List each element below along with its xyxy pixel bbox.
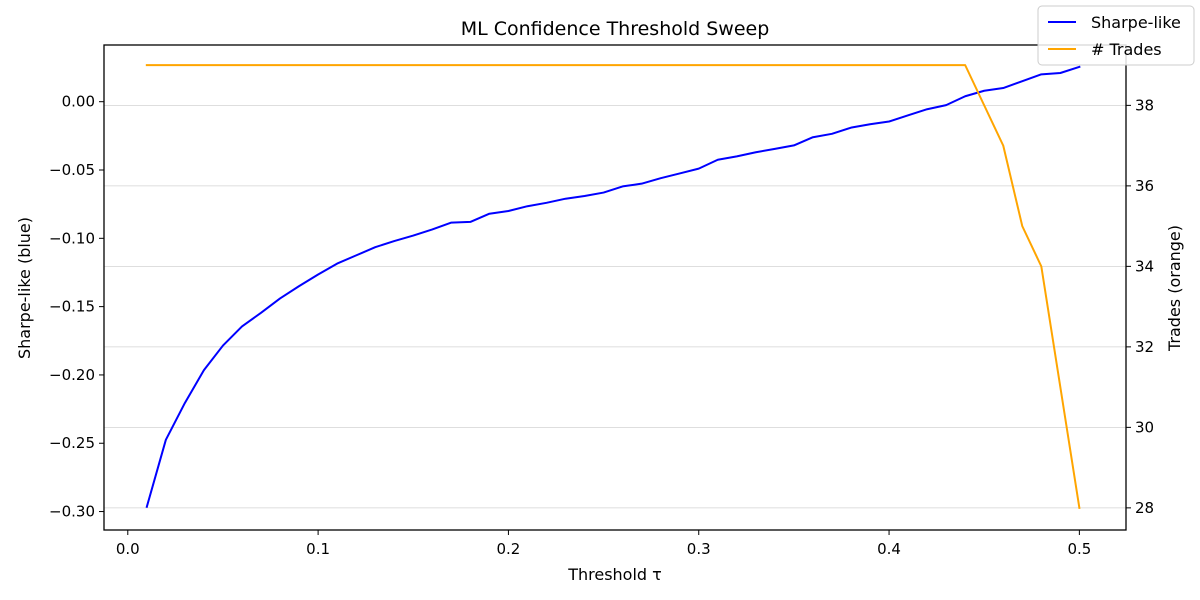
y-left-axis-title: Sharpe-like (blue): [15, 217, 34, 359]
y-right-axis-ticks: 28 30 32 34 36 38: [1126, 96, 1154, 517]
y-left-tick-label: 0.00: [62, 93, 95, 111]
y-left-tick-label: −0.05: [49, 161, 95, 179]
x-tick-label: 0.4: [877, 540, 901, 558]
x-axis-ticks: 0.0 0.1 0.2 0.3 0.4 0.5: [116, 530, 1091, 558]
plot-frame: [103, 44, 1127, 531]
x-axis-title: Threshold τ: [567, 565, 662, 584]
y-left-tick-label: −0.30: [49, 503, 95, 521]
series-line-trades: [145, 64, 1081, 510]
chart-title: ML Confidence Threshold Sweep: [461, 18, 770, 40]
x-tick-label: 0.3: [687, 540, 711, 558]
legend-label-trades: # Trades: [1091, 40, 1162, 59]
legend: Sharpe-like # Trades: [1037, 5, 1195, 66]
x-tick-label: 0.0: [116, 540, 140, 558]
y-left-tick-label: −0.10: [49, 229, 95, 247]
y-left-tick-label: −0.25: [49, 434, 95, 452]
series-lines: [145, 64, 1081, 510]
x-tick-label: 0.5: [1067, 540, 1091, 558]
y-left-tick-label: −0.20: [49, 366, 95, 384]
legend-label-sharpe: Sharpe-like: [1091, 13, 1181, 32]
grid-lines: [104, 104, 1126, 509]
x-tick-label: 0.2: [496, 540, 520, 558]
y-right-axis-title: Trades (orange): [1165, 225, 1184, 352]
y-right-tick-label: 34: [1135, 257, 1154, 275]
y-right-tick-label: 30: [1135, 418, 1154, 436]
y-right-tick-label: 28: [1135, 499, 1154, 517]
x-tick-label: 0.1: [306, 540, 330, 558]
y-left-tick-label: −0.15: [49, 298, 95, 316]
legend-frame: [1037, 5, 1195, 66]
series-line-sharpe: [145, 65, 1081, 509]
y-right-tick-label: 32: [1135, 338, 1154, 356]
y-right-tick-label: 36: [1135, 177, 1154, 195]
y-right-tick-label: 38: [1135, 96, 1154, 114]
y-left-axis-ticks: 0.00 −0.05 −0.10 −0.15 −0.20 −0.25 −0.30: [49, 93, 104, 521]
